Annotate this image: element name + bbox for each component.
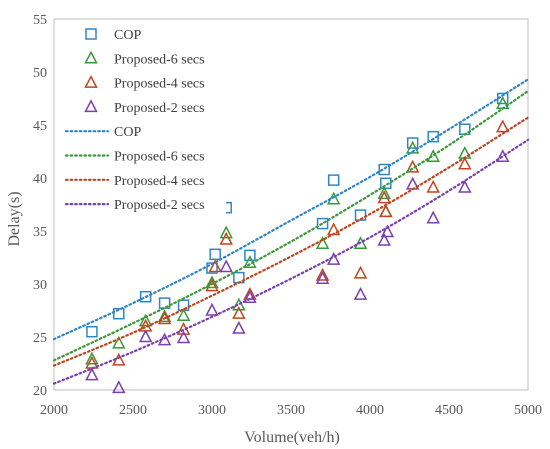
data-point — [378, 163, 390, 176]
data-point — [495, 149, 510, 163]
data-point — [158, 297, 171, 309]
y-tick-label: 55 — [33, 13, 47, 28]
data-point — [157, 311, 172, 325]
data-point — [458, 156, 472, 170]
data-point — [315, 271, 330, 284]
trend-line — [52, 89, 530, 362]
data-point — [406, 137, 419, 149]
legend-label: Proposed-2 secs — [114, 101, 205, 116]
legend-item-proposed-2-secs-scatter: Proposed-2 secs — [84, 99, 205, 116]
plot-frame — [53, 18, 529, 391]
data-point — [219, 259, 233, 273]
y-tick-label: 25 — [33, 331, 47, 346]
data-point — [209, 248, 221, 261]
x-tick-label: 2500 — [119, 403, 147, 418]
legend-marker-swatch — [84, 50, 98, 64]
x-tick-label: 3000 — [198, 403, 226, 418]
data-point — [327, 174, 340, 186]
data-point — [380, 224, 395, 238]
x-tick-label: 5000 — [514, 403, 542, 418]
data-point — [315, 236, 330, 249]
data-point — [377, 186, 391, 200]
legend-item-proposed-2-secs-trend: Proposed-2 secs — [64, 198, 205, 213]
y-tick-label: 40 — [33, 172, 47, 187]
data-point — [426, 210, 440, 224]
legend-label: Proposed-4 secs — [114, 77, 205, 92]
legend-item-proposed-6-secs-trend: Proposed-6 secs — [64, 150, 205, 165]
trend-line — [52, 116, 530, 367]
data-point — [458, 179, 472, 193]
y-tick-label: 35 — [33, 225, 47, 240]
legend-label: Proposed-2 secs — [114, 198, 205, 213]
legend-marker-swatch — [85, 28, 97, 40]
data-point — [113, 307, 125, 320]
data-point — [353, 286, 368, 300]
data-point — [85, 367, 99, 381]
data-point — [176, 330, 191, 344]
data-point — [232, 320, 246, 334]
legend-marker-swatch — [84, 74, 98, 88]
series-cop-trend — [52, 78, 530, 341]
trend-line — [52, 138, 530, 385]
data-point — [426, 179, 440, 193]
x-tick-label: 3500 — [277, 403, 305, 418]
x-tick-label: 4500 — [435, 403, 463, 418]
legend-item-cop-trend: COP — [64, 125, 141, 140]
data-point — [377, 232, 391, 246]
data-point — [138, 329, 153, 343]
y-tick-label: 30 — [33, 278, 47, 293]
data-point — [377, 190, 391, 204]
series-proposed-6-secs-trend — [52, 89, 530, 362]
y-tick-label: 45 — [33, 119, 47, 134]
legend-label: COP — [114, 28, 141, 43]
data-point — [353, 265, 368, 279]
data-point — [85, 351, 99, 365]
series-proposed-2-secs-trend — [52, 138, 530, 385]
data-point — [315, 267, 330, 281]
legend-label: Proposed-6 secs — [114, 52, 205, 67]
data-point — [176, 308, 191, 322]
data-point — [112, 380, 126, 394]
data-point — [380, 177, 392, 190]
y-tick-label: 50 — [33, 66, 47, 81]
plot-area — [52, 18, 530, 394]
legend-marker-swatch — [84, 99, 98, 113]
data-point — [405, 140, 420, 154]
data-point — [219, 231, 233, 245]
y-axis-label: Delay(s) — [6, 191, 23, 246]
legend-label: Proposed-4 secs — [114, 174, 205, 189]
x-axis-label: Volume(veh/h) — [244, 429, 340, 446]
data-point — [232, 306, 246, 319]
legend-item-proposed-4-secs-scatter: Proposed-4 secs — [84, 74, 205, 92]
data-point — [112, 335, 126, 349]
data-point — [353, 236, 368, 249]
legend-label: COP — [114, 125, 141, 140]
legend-item-proposed-4-secs-trend: Proposed-4 secs — [64, 174, 205, 189]
data-point — [316, 217, 329, 230]
series-cop-scatter — [86, 92, 509, 338]
x-tick-label: 4000 — [356, 403, 384, 418]
legend: COP Proposed-6 secs Proposed-4 secs Propose… — [64, 22, 226, 218]
data-point — [139, 290, 152, 303]
x-tick-label: 2000 — [40, 403, 68, 418]
data-point — [208, 259, 222, 273]
legend-item-cop-scatter: COP — [85, 28, 141, 43]
trend-line — [52, 78, 530, 341]
data-point — [219, 225, 233, 239]
legend-label: Proposed-6 secs — [114, 150, 205, 165]
series-proposed-4-secs-trend — [52, 116, 530, 367]
legend-item-proposed-6-secs-scatter: Proposed-6 secs — [84, 50, 205, 67]
axis-ticks: 2000 2500 3000 3500 4000 4500 5000 20 25 30 35 40 45… — [33, 13, 542, 418]
data-point — [244, 249, 256, 262]
data-point — [86, 325, 98, 338]
data-point — [495, 119, 510, 133]
data-point — [379, 204, 393, 218]
data-point — [138, 313, 153, 327]
data-point — [205, 302, 219, 316]
y-tick-label: 20 — [33, 384, 47, 399]
